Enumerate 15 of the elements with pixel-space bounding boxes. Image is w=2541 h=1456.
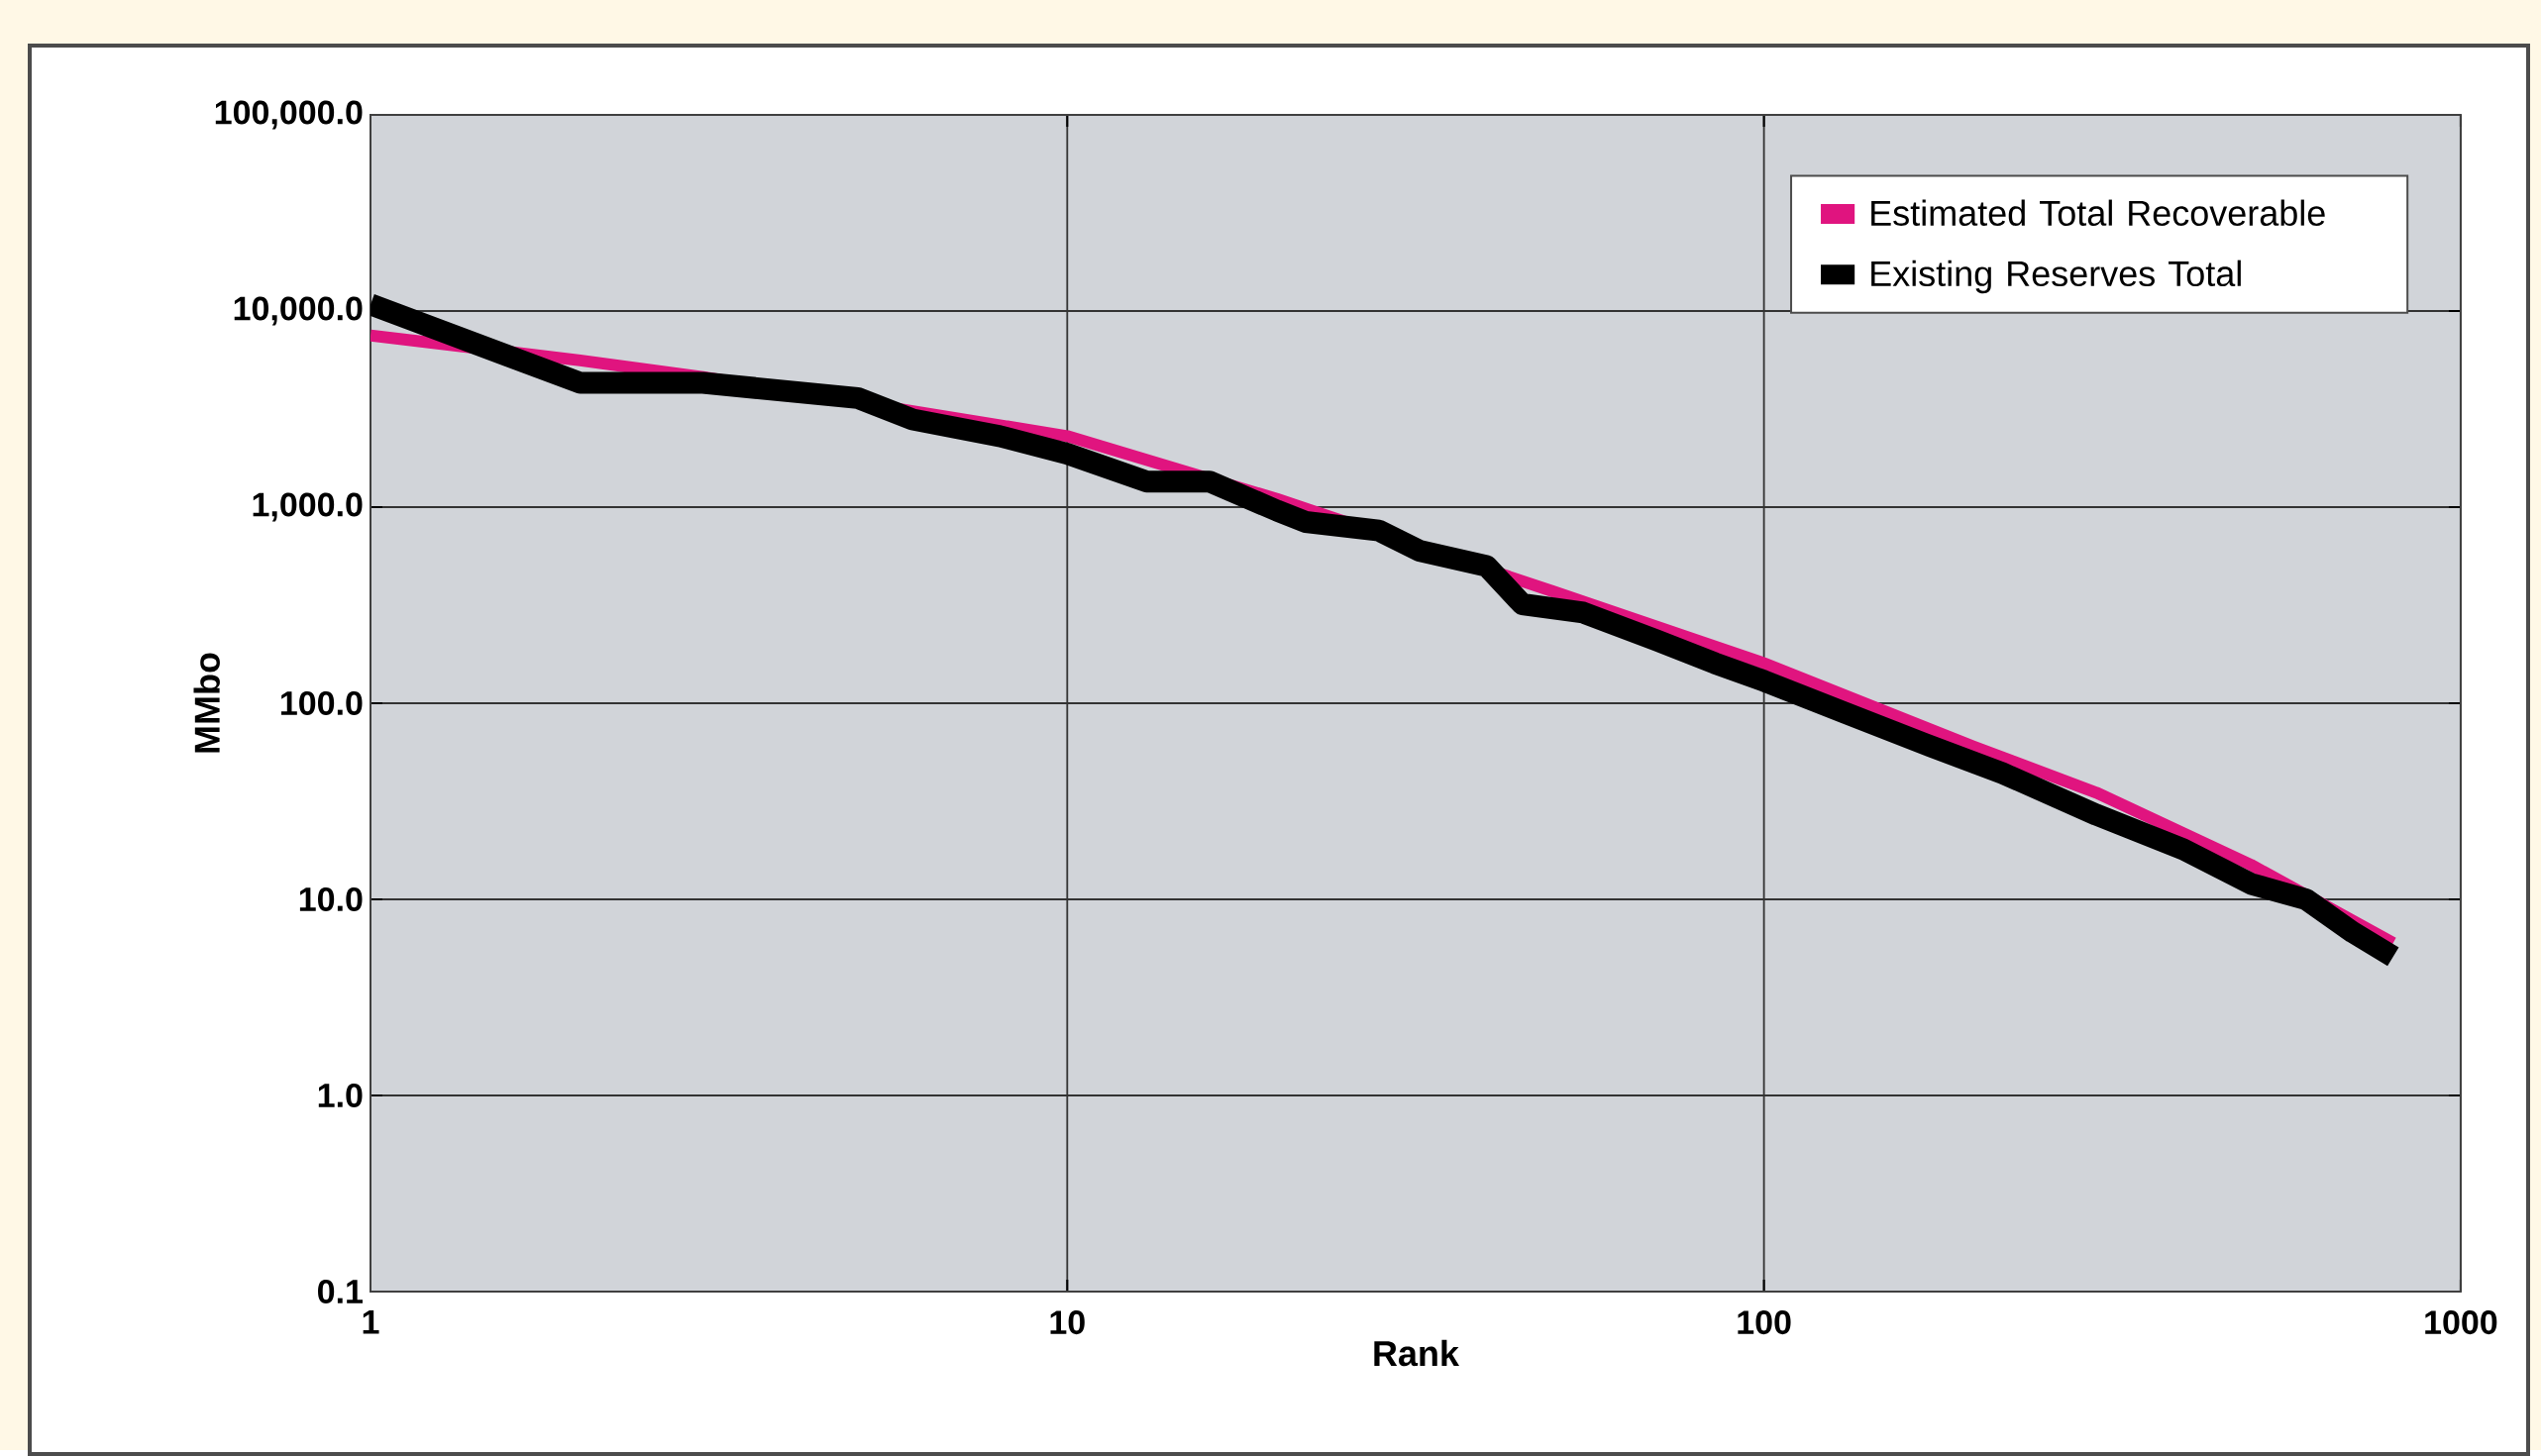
x-tick-label: 100 (1738, 1310, 1791, 1335)
y-tick-label: 1.0 (318, 1083, 363, 1108)
x-axis-title: Rank (1374, 1339, 1460, 1367)
legend-label: Existing Reserves Total (1871, 260, 2241, 294)
y-tick-label: 100.0 (280, 690, 363, 716)
y-tick-label: 1,000.0 (253, 492, 363, 522)
x-tick-label: 1 (363, 1310, 379, 1334)
legend-label: Estimated Total Recoverable (1871, 199, 2325, 226)
y-tick-label: 10,000.0 (234, 296, 363, 326)
x-tick-label: 10 (1050, 1310, 1085, 1335)
y-tick-label: 100,000.0 (215, 100, 363, 130)
y-tick-label: 10.0 (299, 886, 363, 912)
y-axis-title: MMbo (193, 653, 220, 753)
y-tick-label: 0.1 (318, 1279, 363, 1304)
x-tick-label: 1000 (2425, 1310, 2497, 1335)
